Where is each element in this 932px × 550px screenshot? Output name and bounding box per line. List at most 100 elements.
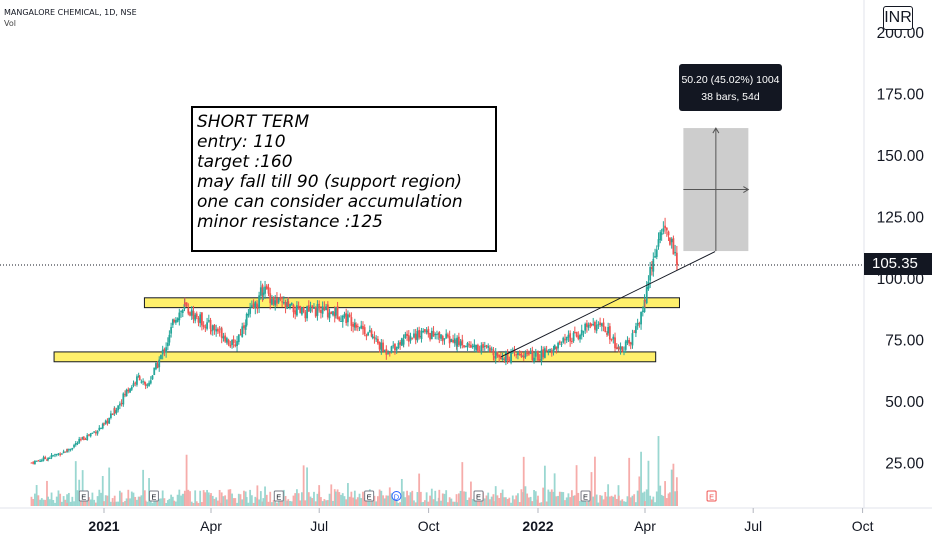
volume-bar: [192, 502, 195, 506]
candle-body: [215, 329, 218, 332]
volume-bar: [356, 497, 359, 506]
candle-body: [73, 445, 75, 448]
volume-bar: [236, 502, 238, 506]
volume-bar: [106, 495, 109, 506]
candle-body: [64, 451, 67, 453]
candle-body: [413, 333, 415, 338]
candle-body: [600, 323, 603, 326]
candle-body: [623, 351, 625, 353]
candle-body: [493, 356, 495, 358]
volume-bar: [577, 492, 580, 506]
volume-bar: [328, 493, 331, 506]
volume-bar: [326, 500, 329, 506]
volume-bar: [520, 489, 523, 506]
volume-bar: [350, 491, 353, 506]
candle-body: [271, 299, 273, 305]
earnings-marker: E: [580, 490, 591, 502]
candle-body: [424, 329, 426, 332]
candle-body: [89, 433, 92, 437]
candle-body: [504, 351, 507, 362]
volume-bar: [88, 497, 90, 506]
candle-body: [122, 393, 125, 405]
candle-body: [222, 336, 225, 339]
volume-bar: [430, 488, 433, 506]
candle-body: [96, 430, 99, 434]
candle-body: [311, 305, 314, 308]
candle-body: [610, 339, 613, 341]
volume-bar: [334, 491, 337, 506]
candle-body: [657, 239, 660, 247]
candle-body: [515, 354, 518, 356]
candle-body: [61, 453, 63, 455]
volume-bar: [665, 498, 668, 506]
candle-body: [582, 331, 585, 333]
volume-bar: [158, 498, 161, 506]
volume-bar: [292, 495, 295, 506]
candle-body: [326, 304, 329, 318]
currency-button[interactable]: INR: [883, 6, 913, 30]
volume-bar: [542, 487, 545, 506]
volume-bar: [654, 502, 656, 506]
volume-bar: [511, 495, 514, 506]
volume-bar: [590, 472, 593, 506]
volume-bar: [660, 494, 663, 506]
candle-body: [399, 341, 402, 345]
price-axis[interactable]: 25.0050.0075.00100.00125.00150.00175.002…: [877, 25, 925, 473]
candle-body: [402, 339, 405, 345]
volume-bar: [276, 502, 278, 506]
volume-bar: [526, 493, 529, 506]
candle-body: [518, 354, 521, 356]
candle-body: [118, 403, 121, 406]
volume-bar: [125, 498, 128, 506]
volume-bar: [570, 490, 573, 506]
volume-bar: [299, 500, 302, 506]
candle-body: [672, 238, 675, 255]
volume-bar: [294, 493, 297, 506]
volume-bar: [39, 499, 41, 506]
candle-body: [279, 297, 282, 300]
candle-body: [654, 256, 656, 258]
candle-body: [284, 301, 287, 308]
volume-bar: [461, 462, 464, 506]
volume-bar: [286, 500, 289, 506]
candle-body: [136, 376, 138, 385]
volume-bar: [225, 499, 228, 506]
candle-body: [250, 305, 253, 307]
x-tick-label: Jul: [744, 518, 762, 534]
candle-body: [542, 349, 545, 358]
candle-body: [138, 376, 141, 381]
candle-body: [109, 413, 112, 418]
candle-body: [93, 431, 96, 433]
volume-bar: [74, 461, 77, 506]
note-line: minor resistance :125: [197, 212, 383, 232]
candle-body: [50, 454, 53, 458]
volume-bar: [336, 489, 339, 506]
volume-bar: [32, 499, 35, 506]
candle-body: [597, 324, 600, 326]
candle-body: [165, 347, 168, 353]
volume-bar: [499, 492, 502, 506]
time-axis[interactable]: 2021 Apr Jul Oct 2022 Apr Jul Oct: [88, 508, 874, 534]
candle-body: [249, 308, 252, 314]
candle-body: [183, 302, 186, 305]
earnings-marker: E: [364, 490, 375, 502]
volume-bar: [471, 499, 474, 506]
volume-bar: [174, 501, 177, 506]
candle-body: [508, 359, 511, 362]
candle-body: [318, 305, 321, 309]
volume-bar: [527, 497, 530, 506]
volume-bar: [348, 496, 351, 506]
volume-bar: [166, 500, 169, 506]
volume-bar: [352, 497, 354, 506]
candle-body: [376, 338, 379, 344]
candle-body: [482, 344, 484, 348]
candle-body: [100, 428, 102, 430]
candle-body: [383, 350, 386, 352]
candle-body: [489, 347, 491, 352]
candle-body: [231, 339, 233, 345]
volume-bar: [66, 502, 69, 506]
volume-bar: [365, 498, 368, 506]
marker-label: D: [394, 493, 400, 502]
candle-body: [614, 337, 616, 349]
